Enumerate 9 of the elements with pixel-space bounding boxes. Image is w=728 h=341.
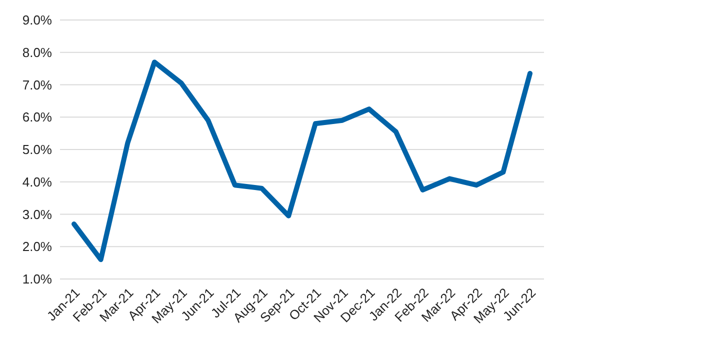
y-tick-label: 8.0%: [22, 44, 52, 60]
y-tick-label: 2.0%: [22, 239, 52, 254]
y-tick-label: 3.0%: [22, 206, 52, 222]
y-tick-label: 6.0%: [22, 110, 52, 125]
y-tick-label: 4.0%: [22, 174, 52, 190]
y-tick-label: 9.0%: [22, 12, 52, 28]
y-tick-label: 1.0%: [22, 272, 52, 287]
y-tick-label: 5.0%: [22, 142, 52, 158]
y-tick-label: 7.0%: [22, 77, 52, 92]
